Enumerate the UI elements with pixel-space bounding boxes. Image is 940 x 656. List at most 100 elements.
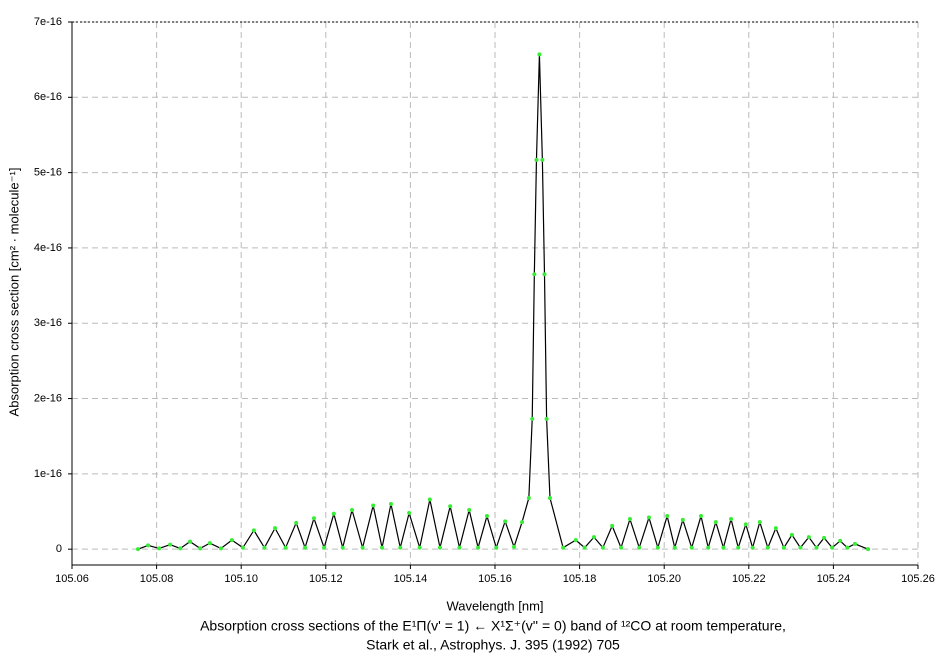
- data-point: [845, 545, 850, 550]
- data-point: [561, 545, 566, 550]
- data-point: [680, 517, 685, 522]
- x-tick-label: 105.22: [732, 573, 766, 585]
- data-point: [294, 520, 299, 525]
- data-point: [542, 272, 547, 277]
- data-point: [427, 497, 432, 502]
- data-point: [822, 535, 827, 540]
- data-point: [699, 514, 704, 519]
- data-point: [530, 416, 535, 421]
- data-line: [137, 54, 869, 551]
- y-tick-label: 5e-16: [34, 167, 62, 179]
- data-point: [736, 545, 741, 550]
- data-point: [417, 545, 422, 550]
- data-point: [380, 545, 385, 550]
- data-point: [168, 542, 173, 547]
- chart-subtitle: Stark et al., Astrophys. J. 395 (1992) 7…: [366, 637, 620, 653]
- data-point: [388, 501, 393, 506]
- data-point: [765, 545, 770, 550]
- data-point: [350, 508, 355, 513]
- data-point: [207, 541, 212, 546]
- data-point: [188, 539, 193, 544]
- data-point: [757, 520, 762, 525]
- x-tick-label: 105.18: [563, 573, 597, 585]
- data-point: [322, 545, 327, 550]
- data-point: [311, 516, 316, 521]
- data-point: [610, 523, 615, 528]
- data-point: [573, 538, 578, 543]
- data-point: [331, 511, 336, 516]
- data-point: [672, 545, 677, 550]
- data-point: [729, 517, 734, 522]
- data-point: [273, 526, 278, 531]
- y-tick-label: 7e-16: [34, 16, 62, 28]
- data-point: [591, 535, 596, 540]
- data-point: [532, 272, 537, 277]
- x-tick-label: 105.24: [817, 573, 851, 585]
- data-point: [838, 538, 843, 543]
- data-point: [178, 546, 183, 551]
- data-point: [218, 546, 223, 551]
- data-point: [448, 504, 453, 509]
- data-point: [655, 545, 660, 550]
- data-point: [494, 545, 499, 550]
- data-point: [340, 545, 345, 550]
- y-tick-label: 2e-16: [34, 392, 62, 404]
- data-point: [407, 511, 412, 516]
- data-point: [526, 495, 531, 500]
- data-point: [600, 545, 605, 550]
- y-tick-label: 4e-16: [34, 242, 62, 254]
- data-point: [534, 157, 539, 162]
- data-point: [283, 545, 288, 550]
- x-tick-label: 105.14: [394, 573, 428, 585]
- chart-title: Absorption cross sections of the E¹Π(v' …: [200, 618, 786, 634]
- data-point: [467, 508, 472, 513]
- data-point: [689, 545, 694, 550]
- data-point: [637, 545, 642, 550]
- data-point: [773, 526, 778, 531]
- data-point: [360, 545, 365, 550]
- data-point: [646, 515, 651, 520]
- data-point: [512, 544, 517, 549]
- x-tick-label: 105.06: [55, 573, 89, 585]
- data-point: [262, 545, 267, 550]
- x-tick-label: 105.12: [309, 573, 343, 585]
- data-point: [303, 545, 308, 550]
- y-tick-label: 1e-16: [34, 468, 62, 480]
- data-point: [229, 538, 234, 543]
- data-point: [371, 503, 376, 508]
- x-tick-label: 105.10: [224, 573, 258, 585]
- data-point: [743, 522, 748, 527]
- data-point: [750, 545, 755, 550]
- data-point: [721, 545, 726, 550]
- y-axis-label: Absorption cross section [cm² · molecule…: [6, 168, 21, 417]
- data-point: [520, 520, 525, 525]
- y-tick-label: 0: [56, 543, 62, 555]
- data-point: [789, 532, 794, 537]
- data-point: [627, 517, 632, 522]
- data-point: [798, 545, 803, 550]
- data-point: [146, 543, 151, 548]
- data-point: [476, 545, 481, 550]
- data-point: [537, 52, 542, 57]
- data-point: [503, 519, 508, 524]
- y-tick-label: 6e-16: [34, 91, 62, 103]
- data-point: [484, 514, 489, 519]
- data-point: [540, 157, 545, 162]
- data-point: [547, 495, 552, 500]
- data-point: [665, 514, 670, 519]
- data-point: [814, 545, 819, 550]
- data-point: [852, 541, 857, 546]
- data-point: [706, 545, 711, 550]
- data-point: [781, 545, 786, 550]
- data-point: [438, 545, 443, 550]
- x-tick-label: 105.16: [478, 573, 512, 585]
- data-point: [544, 416, 549, 421]
- data-point: [806, 535, 811, 540]
- data-point: [713, 520, 718, 525]
- data-point: [198, 546, 203, 551]
- x-axis-label: Wavelength [nm]: [446, 598, 543, 613]
- x-tick-label: 105.20: [647, 573, 681, 585]
- data-point: [457, 545, 462, 550]
- data-point: [157, 546, 162, 551]
